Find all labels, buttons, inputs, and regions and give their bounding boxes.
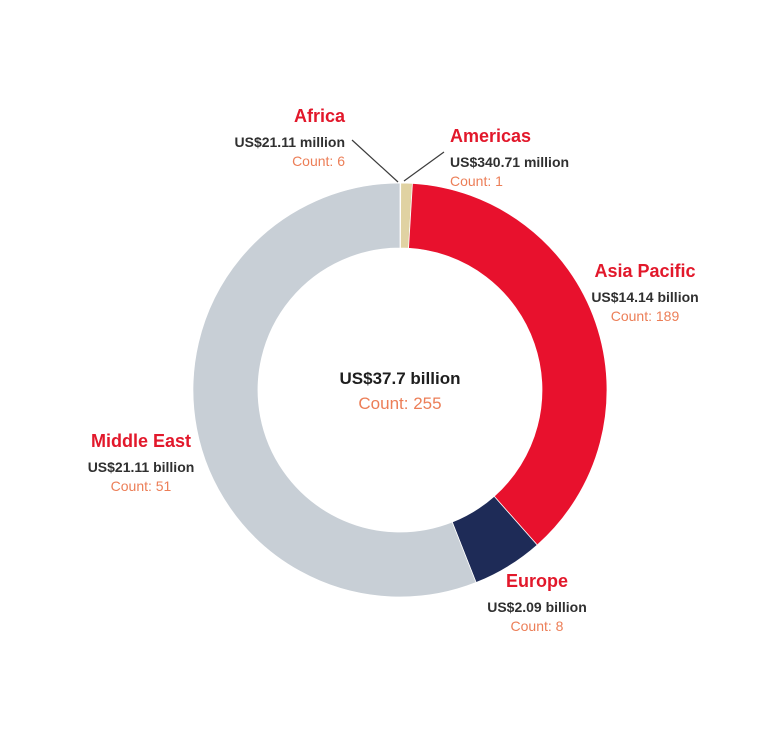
segment-title: Asia Pacific xyxy=(594,261,696,281)
americas-leader-line xyxy=(403,151,445,182)
segment-label-africa: Africa US$21.11 million Count: 6 xyxy=(235,106,346,171)
segment-title: Africa xyxy=(293,106,345,126)
donut-segments xyxy=(192,182,608,598)
leader-lines xyxy=(351,139,445,183)
total-value: US$37.7 billion xyxy=(339,369,461,388)
segment-value: US$21.11 million xyxy=(234,134,346,150)
segment-title: Middle East xyxy=(90,431,192,451)
segment-count: Count: 8 xyxy=(510,618,564,634)
segment-value: US$14.14 billion xyxy=(591,289,699,305)
segment-label-middle-east: Middle East US$21.11 billion Count: 51 xyxy=(88,431,195,496)
segment-count: Count: 51 xyxy=(110,478,172,494)
africa-leader-line xyxy=(351,139,399,183)
segment-label-americas: Americas US$340.71 million Count: 1 xyxy=(450,126,569,191)
total-count: Count: 255 xyxy=(358,394,442,413)
segment-value: US$340.71 million xyxy=(450,154,570,170)
segment-count: Count: 6 xyxy=(292,153,345,169)
segment-value: US$2.09 billion xyxy=(487,599,587,615)
donut-segment-middle-east[interactable] xyxy=(192,182,477,598)
segment-count: Count: 189 xyxy=(610,308,680,324)
segment-label-europe: Europe US$2.09 billion Count: 8 xyxy=(487,571,587,636)
donut-segment-asia-pacific[interactable] xyxy=(408,183,608,546)
segment-title: Europe xyxy=(505,571,568,591)
donut-center-label: US$37.7 billion Count: 255 xyxy=(340,368,461,415)
segment-title: Americas xyxy=(450,126,532,146)
segment-value: US$21.11 billion xyxy=(87,459,195,475)
segment-count: Count: 1 xyxy=(450,173,503,189)
segment-label-asia-pacific: Asia Pacific US$14.14 billion Count: 189 xyxy=(591,261,698,326)
